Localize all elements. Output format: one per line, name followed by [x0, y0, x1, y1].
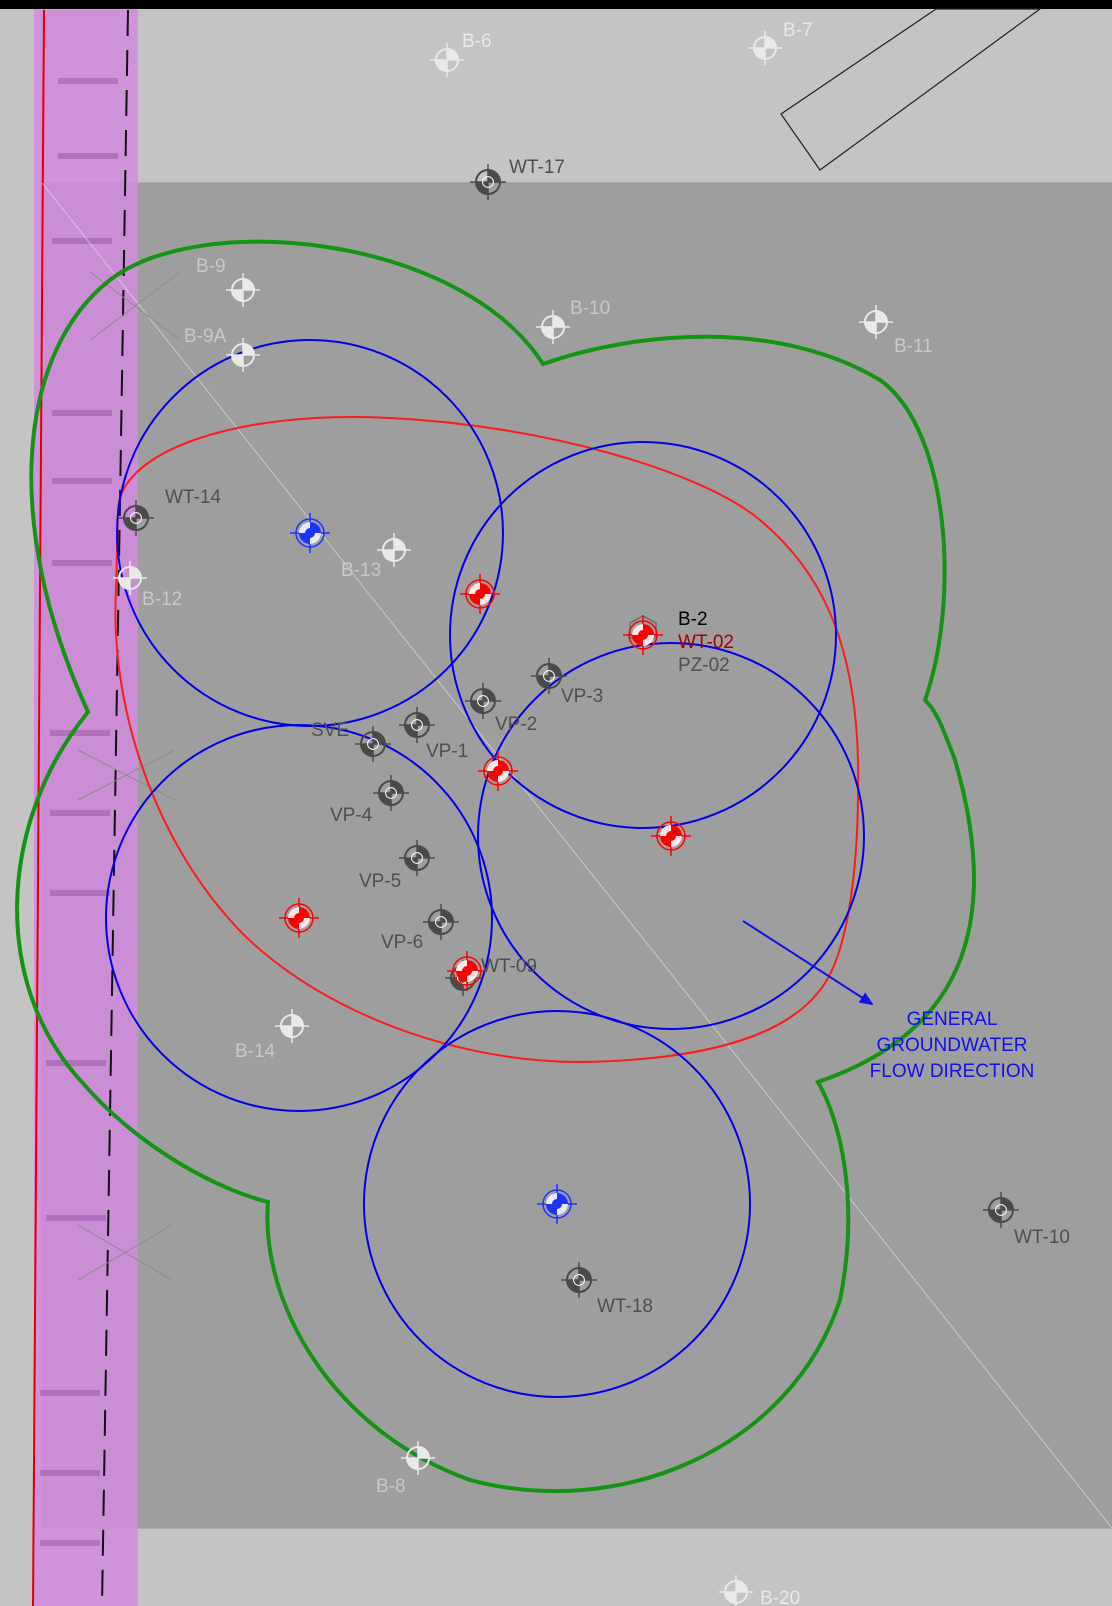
boring-icon-b7	[748, 31, 782, 65]
cross-marks	[77, 271, 181, 1281]
monitoring-well-icon-sve	[355, 726, 391, 762]
label-vp3: VP-3	[561, 686, 603, 707]
label-b9: B-9	[196, 256, 226, 277]
label-vp6: VP-6	[381, 932, 423, 953]
boring-icon-b14	[275, 1009, 309, 1043]
flow-direction-label-line3: FLOW DIRECTION	[870, 1061, 1035, 1082]
injection-point-red-icon-3	[478, 751, 518, 791]
plume-outline	[114, 416, 860, 1064]
injection-point-red-icon-6	[447, 951, 487, 991]
label-wt17: WT-17	[509, 157, 565, 178]
label-b8: B-8	[376, 1476, 406, 1497]
property-strip	[34, 0, 138, 1606]
radius-circle-ne	[449, 441, 837, 829]
label-b7: B-7	[783, 20, 813, 41]
label-wt09: WT-09	[481, 956, 537, 977]
label-b14: B-14	[235, 1041, 276, 1062]
monitoring-well-icon-vp4	[373, 775, 409, 811]
frame-top-border	[0, 0, 1112, 9]
strip-markings	[40, 78, 118, 1546]
monitoring-well-icon-vp1	[399, 707, 435, 743]
well-symbols	[113, 31, 1019, 1606]
monitoring-well-icon-vp5	[399, 840, 435, 876]
monitoring-well-icon-wt14	[118, 500, 154, 536]
boring-icon-b10	[536, 310, 570, 344]
radius-circle-w	[105, 724, 493, 1112]
label-wt18: WT-18	[597, 1296, 653, 1317]
building-outline	[780, 8, 1042, 171]
injection-point-red-icon-2	[623, 615, 663, 655]
radius-of-influence-group	[105, 339, 865, 1398]
monitoring-well-icon-wt18	[561, 1262, 597, 1298]
boring-icon-b6	[430, 43, 464, 77]
label-pz02: PZ-02	[678, 655, 730, 676]
injection-point-red-icon-5	[279, 898, 319, 938]
radius-circle-s	[363, 1010, 751, 1398]
boring-icon-b12	[113, 561, 147, 595]
label-b6: B-6	[462, 31, 492, 52]
label-b2: B-2	[678, 609, 708, 630]
treatment-envelope	[15, 239, 977, 1494]
label-vp5: VP-5	[359, 871, 401, 892]
injection-point-blue-icon-2	[537, 1184, 577, 1224]
boring-icon-b9	[226, 273, 260, 307]
boring-icon-b20	[719, 1575, 753, 1606]
injection-point-blue-icon-1	[290, 513, 330, 553]
flow-arrow-icon	[742, 920, 874, 1006]
label-vp4: VP-4	[330, 805, 373, 826]
label-b11: B-11	[894, 336, 933, 357]
flow-direction-label-line2: GROUNDWATER	[877, 1035, 1028, 1056]
boring-icon-b13	[377, 533, 411, 567]
label-b13: B-13	[341, 560, 381, 581]
boring-icon-b11	[859, 305, 893, 339]
monitoring-well-icon-wt10	[983, 1192, 1019, 1228]
label-vp1: VP-1	[426, 741, 468, 762]
easement-line	[101, 9, 129, 1606]
label-sve: SVE	[311, 720, 349, 741]
boring-icon-b9a	[226, 338, 260, 372]
label-b9a: B-9A	[184, 326, 227, 347]
label-wt02: WT-02	[678, 632, 734, 653]
monitoring-well-icon-vp6	[423, 904, 459, 940]
monitoring-well-icon-vp3	[531, 658, 567, 694]
monitoring-well-icon-vp2	[465, 683, 501, 719]
boring-icon-b8	[401, 1441, 435, 1475]
injection-point-red-icon-4	[651, 816, 691, 856]
reference-line	[41, 182, 1112, 1529]
label-b20: B-20	[760, 1588, 800, 1606]
label-wt14: WT-14	[165, 487, 221, 508]
monitoring-well-icon-wt17	[470, 164, 506, 200]
property-line	[32, 9, 45, 1606]
label-b12: B-12	[142, 589, 182, 610]
label-b10: B-10	[570, 298, 610, 319]
flow-direction-label-line1: GENERAL	[907, 1009, 998, 1030]
label-vp2: VP-2	[495, 714, 537, 735]
radius-circle-e	[477, 642, 865, 1030]
label-wt10: WT-10	[1014, 1227, 1070, 1248]
injection-point-red-icon-1	[460, 574, 500, 614]
